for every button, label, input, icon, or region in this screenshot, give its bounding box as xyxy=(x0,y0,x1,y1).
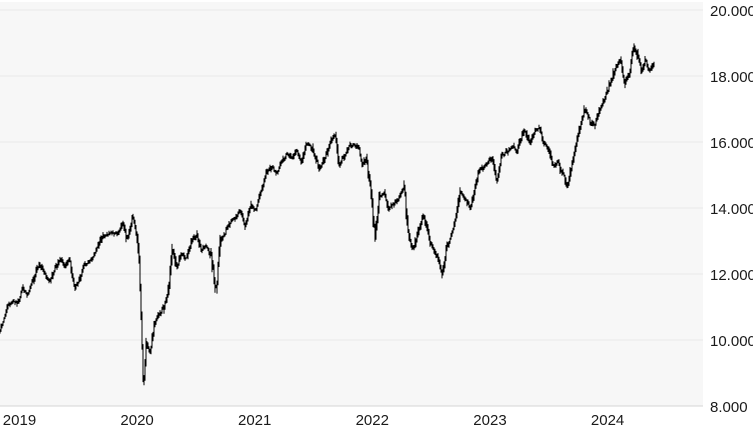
y-tick-label: 10.000 xyxy=(710,333,753,350)
y-tick-label: 12.000 xyxy=(710,267,753,284)
y-tick-label: 18.000 xyxy=(710,69,753,86)
y-axis-labels: 8.000 10.000 12.000 14.000 16.000 18.000 20.00… xyxy=(710,3,753,416)
x-axis-labels: 2019 2020 2021 2022 2023 2024 xyxy=(3,412,624,429)
y-tick-label: 20.000 xyxy=(710,3,753,20)
y-tick-label: 8.000 xyxy=(710,399,748,416)
x-tick-label: 2023 xyxy=(473,412,506,429)
plot-area[interactable] xyxy=(0,2,703,406)
x-tick-label: 2022 xyxy=(356,412,389,429)
y-tick-label: 16.000 xyxy=(710,135,753,152)
y-tick-label: 14.000 xyxy=(710,201,753,218)
y-gridlines xyxy=(0,9,703,341)
x-tick-label: 2024 xyxy=(591,412,624,429)
x-tick-label: 2020 xyxy=(120,412,153,429)
price-series xyxy=(0,43,655,386)
x-tick-label: 2021 xyxy=(238,412,271,429)
x-tick-label: 2019 xyxy=(3,412,36,429)
